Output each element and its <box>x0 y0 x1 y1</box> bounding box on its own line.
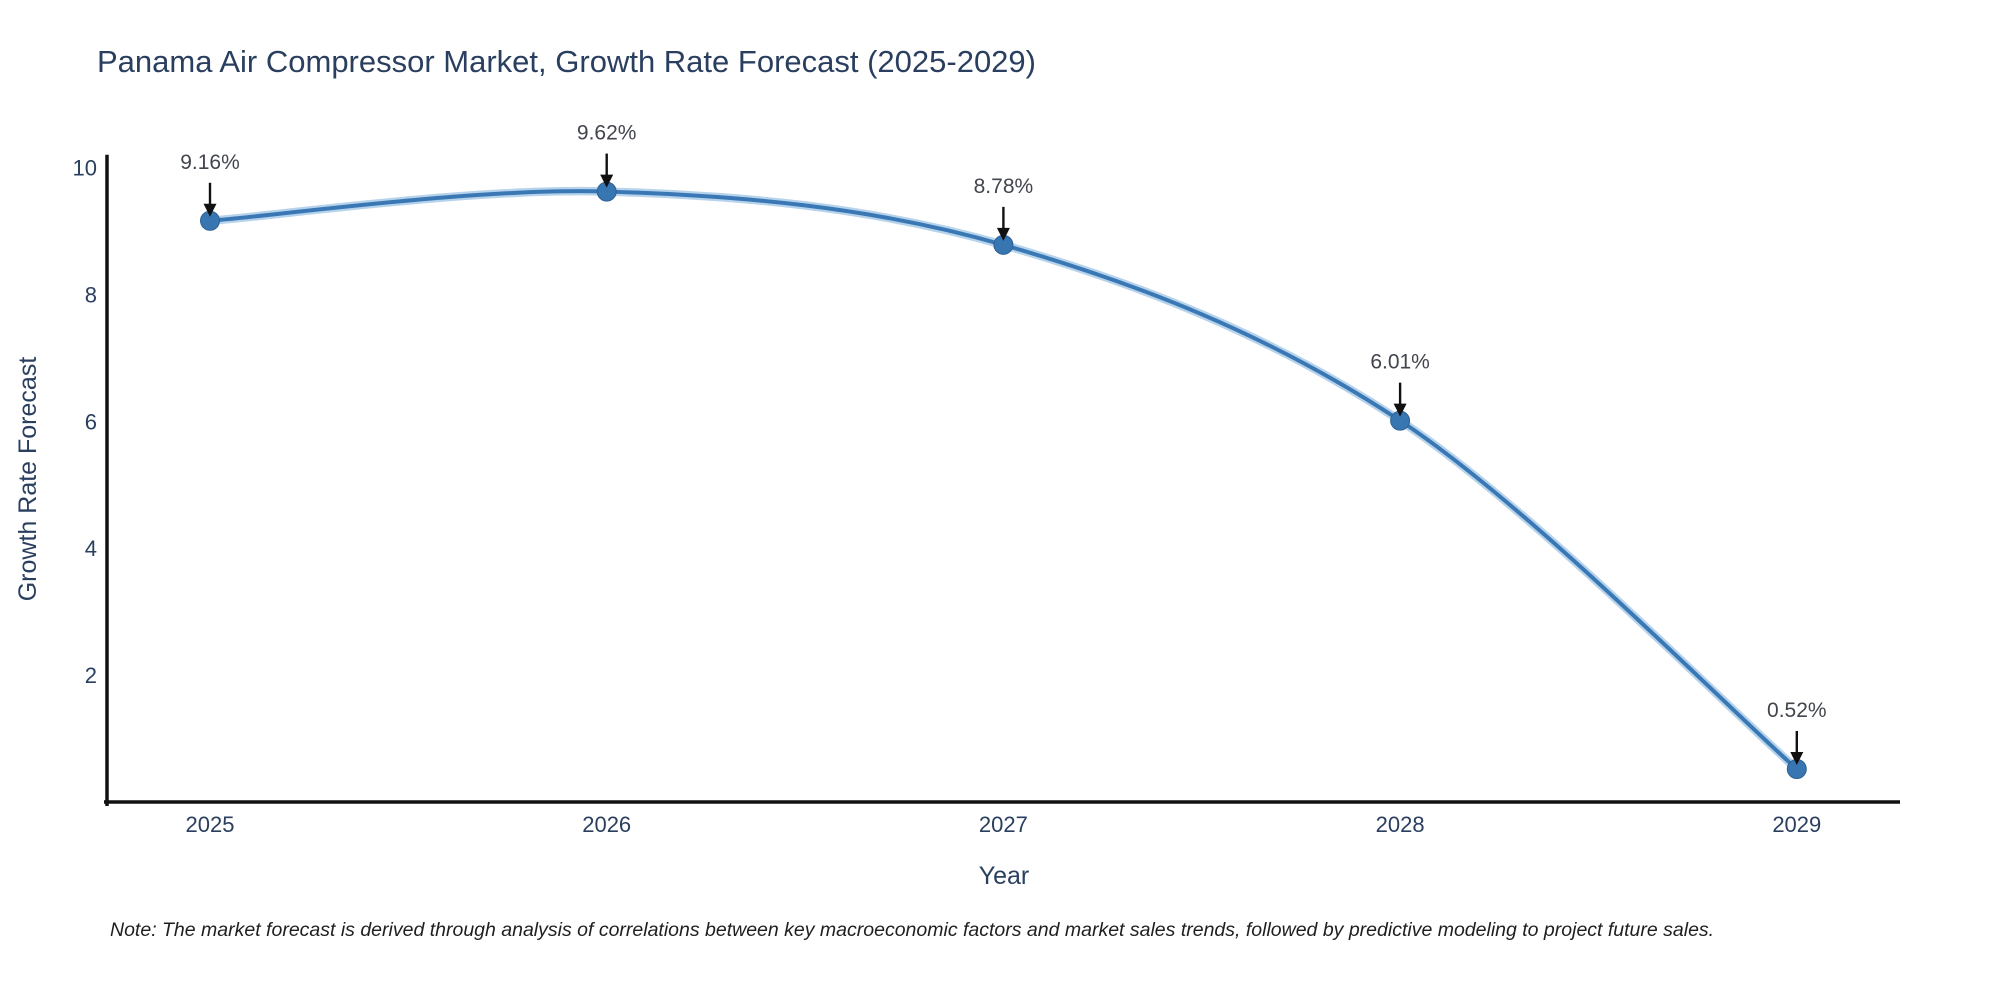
point-label: 9.16% <box>180 151 240 174</box>
annotation-arrowhead <box>1790 752 1804 766</box>
point-label: 0.52% <box>1767 699 1827 722</box>
x-axis-title: Year <box>978 862 1030 890</box>
y-axis-title: Growth Rate Forecast <box>14 356 42 602</box>
y-tick-label: 6 <box>85 409 97 434</box>
series-line-halo <box>205 186 1802 774</box>
series-line <box>208 189 1799 772</box>
footnote: Note: The market forecast is derived thr… <box>110 919 1715 941</box>
point-label: 8.78% <box>974 175 1034 198</box>
y-tick-label: 10 <box>73 155 97 180</box>
y-tick-label: 8 <box>85 282 97 307</box>
point-label: 9.62% <box>577 122 637 145</box>
annotation-arrowhead <box>996 227 1010 241</box>
x-tick-label: 2028 <box>1376 812 1425 837</box>
x-tick-label: 2029 <box>1772 812 1821 837</box>
y-tick-label: 2 <box>85 663 97 688</box>
y-tick-label: 4 <box>85 536 97 561</box>
x-tick-label: 2025 <box>186 812 235 837</box>
annotation-arrowhead <box>1393 403 1407 417</box>
point-label: 6.01% <box>1370 351 1430 374</box>
x-tick-label: 2027 <box>979 812 1028 837</box>
annotation-arrowhead <box>203 203 217 217</box>
chart-title: Panama Air Compressor Market, Growth Rat… <box>97 44 1036 79</box>
x-tick-label: 2026 <box>582 812 631 837</box>
annotation-arrowhead <box>600 174 614 188</box>
